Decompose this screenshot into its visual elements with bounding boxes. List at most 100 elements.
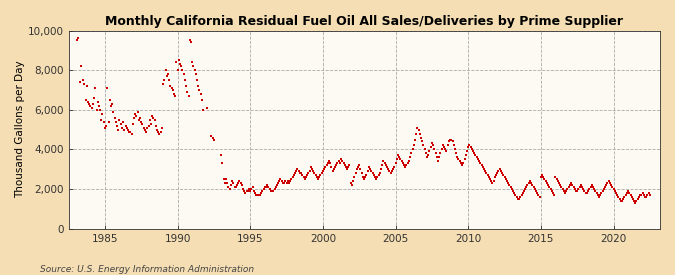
Point — [288, 173, 299, 177]
Point — [487, 181, 498, 185]
Point — [315, 173, 326, 177]
Point — [643, 191, 654, 195]
Point — [445, 137, 456, 142]
Point — [569, 187, 580, 191]
Point — [428, 143, 439, 148]
Point — [504, 183, 515, 187]
Point — [441, 149, 452, 153]
Point — [335, 157, 346, 161]
Point — [574, 185, 585, 189]
Point — [329, 165, 340, 169]
Point — [516, 193, 527, 197]
Point — [598, 187, 609, 191]
Point — [575, 183, 586, 187]
Point — [173, 58, 184, 62]
Point — [422, 155, 433, 160]
Point — [512, 197, 523, 201]
Point — [605, 181, 616, 185]
Point — [160, 68, 171, 72]
Point — [511, 195, 522, 199]
Point — [244, 187, 254, 191]
Point — [257, 189, 268, 193]
Point — [225, 183, 236, 187]
Point — [506, 187, 517, 191]
Point — [394, 155, 404, 160]
Point — [136, 119, 146, 124]
Point — [252, 193, 263, 197]
Point — [572, 189, 583, 193]
Point — [129, 116, 140, 120]
Point — [76, 64, 86, 68]
Point — [306, 165, 317, 169]
Point — [523, 181, 534, 185]
Point — [349, 175, 360, 179]
Point — [456, 161, 466, 166]
Point — [379, 161, 390, 166]
Point — [346, 183, 357, 187]
Point — [400, 165, 410, 169]
Title: Monthly California Residual Fuel Oil All Sales/Deliveries by Prime Supplier: Monthly California Residual Fuel Oil All… — [105, 15, 623, 28]
Point — [480, 169, 491, 174]
Point — [472, 157, 483, 161]
Point — [556, 185, 567, 189]
Point — [421, 151, 431, 156]
Point — [624, 191, 634, 195]
Point — [151, 123, 161, 128]
Point — [468, 149, 479, 153]
Point — [514, 197, 524, 201]
Point — [492, 171, 503, 175]
Point — [413, 127, 424, 132]
Point — [494, 167, 505, 171]
Point — [234, 179, 245, 183]
Point — [314, 175, 325, 179]
Point — [292, 167, 303, 171]
Point — [510, 193, 521, 197]
Point — [469, 151, 480, 156]
Point — [354, 163, 364, 167]
Point — [109, 116, 120, 120]
Point — [183, 94, 194, 98]
Point — [293, 169, 304, 174]
Point — [630, 201, 641, 205]
Point — [276, 179, 287, 183]
Point — [358, 177, 369, 181]
Point — [620, 193, 631, 197]
Point — [381, 163, 392, 167]
Point — [481, 171, 492, 175]
Point — [517, 191, 528, 195]
Point — [300, 175, 311, 179]
Point — [502, 179, 512, 183]
Point — [232, 183, 242, 187]
Point — [340, 165, 351, 169]
Point — [323, 159, 334, 164]
Point — [645, 193, 655, 197]
Point — [180, 78, 190, 82]
Point — [331, 163, 342, 167]
Point — [274, 179, 285, 183]
Point — [161, 74, 172, 78]
Point — [169, 94, 180, 98]
Point — [589, 187, 599, 191]
Point — [611, 191, 622, 195]
Point — [251, 193, 262, 197]
Point — [498, 173, 509, 177]
Point — [171, 60, 182, 64]
Point — [131, 114, 142, 118]
Point — [358, 175, 369, 179]
Point — [221, 177, 232, 181]
Point — [543, 183, 554, 187]
Point — [529, 187, 540, 191]
Point — [540, 179, 551, 183]
Point — [343, 165, 354, 169]
Point — [102, 86, 113, 90]
Point — [124, 129, 134, 134]
Point — [448, 143, 459, 148]
Point — [433, 159, 443, 164]
Point — [281, 181, 292, 185]
Point — [207, 135, 218, 140]
Point — [362, 169, 373, 174]
Point — [361, 173, 372, 177]
Point — [206, 133, 217, 138]
Point — [73, 36, 84, 41]
Point — [486, 179, 497, 183]
